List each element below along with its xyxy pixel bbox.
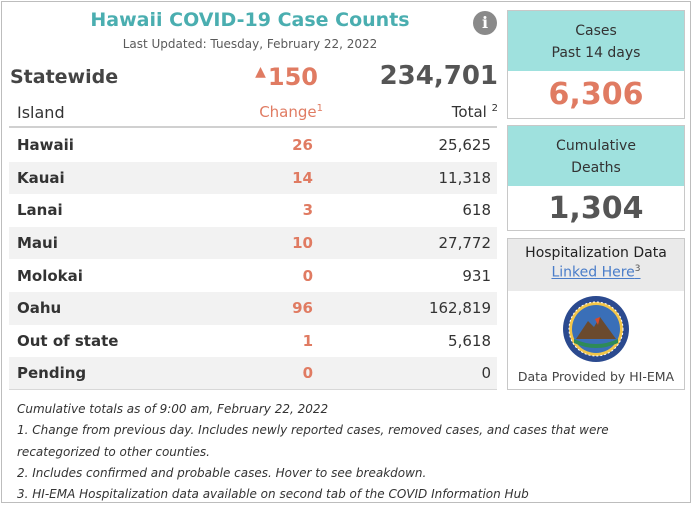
island-change: 1 <box>302 331 313 350</box>
island-change: 0 <box>302 364 313 383</box>
deaths-card-header: Cumulative Deaths <box>508 126 684 186</box>
hospitalization-card: Hospitalization Data Linked Here3 Data P… <box>507 238 685 390</box>
hospitalization-title: Hospitalization Data <box>525 245 667 261</box>
hi-ema-seal-icon <box>563 296 629 362</box>
deaths-card-subtitle: Deaths <box>571 160 621 176</box>
total-footnote-marker: 2 <box>491 103 498 114</box>
island-name: Hawaii <box>17 136 74 155</box>
island-table: Hawaii 26 25,625 Kauai 14 11,318 Lanai 3 618 M… <box>9 129 497 390</box>
page-title: Hawaii COVID-19 Case Counts <box>90 9 410 31</box>
footnote-3: 3. HI-EMA Hospitalization data available… <box>17 487 529 502</box>
cases-card-header: Cases Past 14 days <box>508 11 684 71</box>
footnote-1: 1. Change from previous day. Includes ne… <box>17 423 609 438</box>
island-change: 3 <box>302 201 313 220</box>
statewide-label: Statewide <box>10 66 119 88</box>
table-row[interactable]: Pending 0 0 <box>9 357 497 390</box>
island-name: Kauai <box>17 168 65 187</box>
island-name: Lanai <box>17 201 63 220</box>
deaths-value: 1,304 <box>548 191 644 226</box>
island-total: 5,618 <box>448 331 491 350</box>
change-header-label: Change <box>259 103 317 121</box>
deaths-card[interactable]: Cumulative Deaths 1,304 <box>507 125 685 231</box>
table-row[interactable]: Lanai 3 618 <box>9 194 497 227</box>
total-header-label: Total <box>451 103 487 121</box>
island-total: 931 <box>462 266 491 285</box>
statewide-total: 234,701 <box>379 61 498 91</box>
cases-card[interactable]: Cases Past 14 days 6,306 <box>507 10 685 119</box>
island-total: 11,318 <box>438 168 492 187</box>
island-total: 0 <box>481 364 491 383</box>
hospitalization-provider: Data Provided by HI-EMA <box>517 369 675 384</box>
island-name: Out of state <box>17 331 119 350</box>
table-row[interactable]: Kauai 14 11,318 <box>9 161 497 195</box>
table-row[interactable]: Oahu 96 162,819 <box>9 291 497 325</box>
column-header-change[interactable]: Change1 <box>240 103 323 121</box>
island-change: 96 <box>292 299 313 318</box>
island-name: Maui <box>17 234 58 253</box>
statewide-change-value: 150 <box>267 63 318 91</box>
island-change: 26 <box>292 136 313 155</box>
info-icon[interactable]: i <box>473 11 497 35</box>
hospitalization-card-header: Hospitalization Data Linked Here3 <box>508 239 684 291</box>
header-divider <box>9 126 497 128</box>
hospitalization-link[interactable]: Linked Here3 <box>551 264 640 281</box>
last-updated: Last Updated: Tuesday, February 22, 2022 <box>122 37 378 51</box>
cases-card-title: Cases <box>575 23 617 39</box>
column-header-total[interactable]: Total 2 <box>380 103 498 121</box>
column-header-island[interactable]: Island <box>17 103 65 122</box>
footnote-timestamp: Cumulative totals as of 9:00 am, Februar… <box>17 402 329 416</box>
cases-value: 6,306 <box>548 77 644 112</box>
footnote-2: 2. Includes confirmed and probable cases… <box>17 465 427 480</box>
island-change: 10 <box>292 234 313 253</box>
island-name: Oahu <box>17 299 62 318</box>
footnotes-divider <box>9 389 497 390</box>
cases-card-subtitle: Past 14 days <box>551 45 641 61</box>
footnotes: Cumulative totals as of 9:00 am, Februar… <box>17 399 677 505</box>
hospitalization-link-label: Linked Here <box>551 264 635 281</box>
table-row[interactable]: Molokai 0 931 <box>9 259 497 292</box>
island-name: Pending <box>17 364 87 383</box>
island-total: 27,772 <box>438 234 492 253</box>
change-footnote-marker: 1 <box>316 103 323 114</box>
table-row[interactable]: Hawaii 26 25,625 <box>9 129 497 162</box>
statewide-change: ▲150 <box>250 63 318 91</box>
island-change: 0 <box>302 266 313 285</box>
deaths-card-title: Cumulative <box>556 138 636 154</box>
up-triangle-icon: ▲ <box>255 64 266 80</box>
table-row[interactable]: Out of state 1 5,618 <box>9 325 497 358</box>
island-name: Molokai <box>17 266 83 285</box>
hospitalization-footnote-marker: 3 <box>634 264 641 274</box>
footnote-1-continued: recategorized to other counties. <box>17 444 210 459</box>
table-row[interactable]: Maui 10 27,772 <box>9 226 497 260</box>
island-total: 618 <box>462 201 491 220</box>
island-total: 162,819 <box>428 299 491 318</box>
island-change: 14 <box>292 168 313 187</box>
island-total: 25,625 <box>438 136 492 155</box>
